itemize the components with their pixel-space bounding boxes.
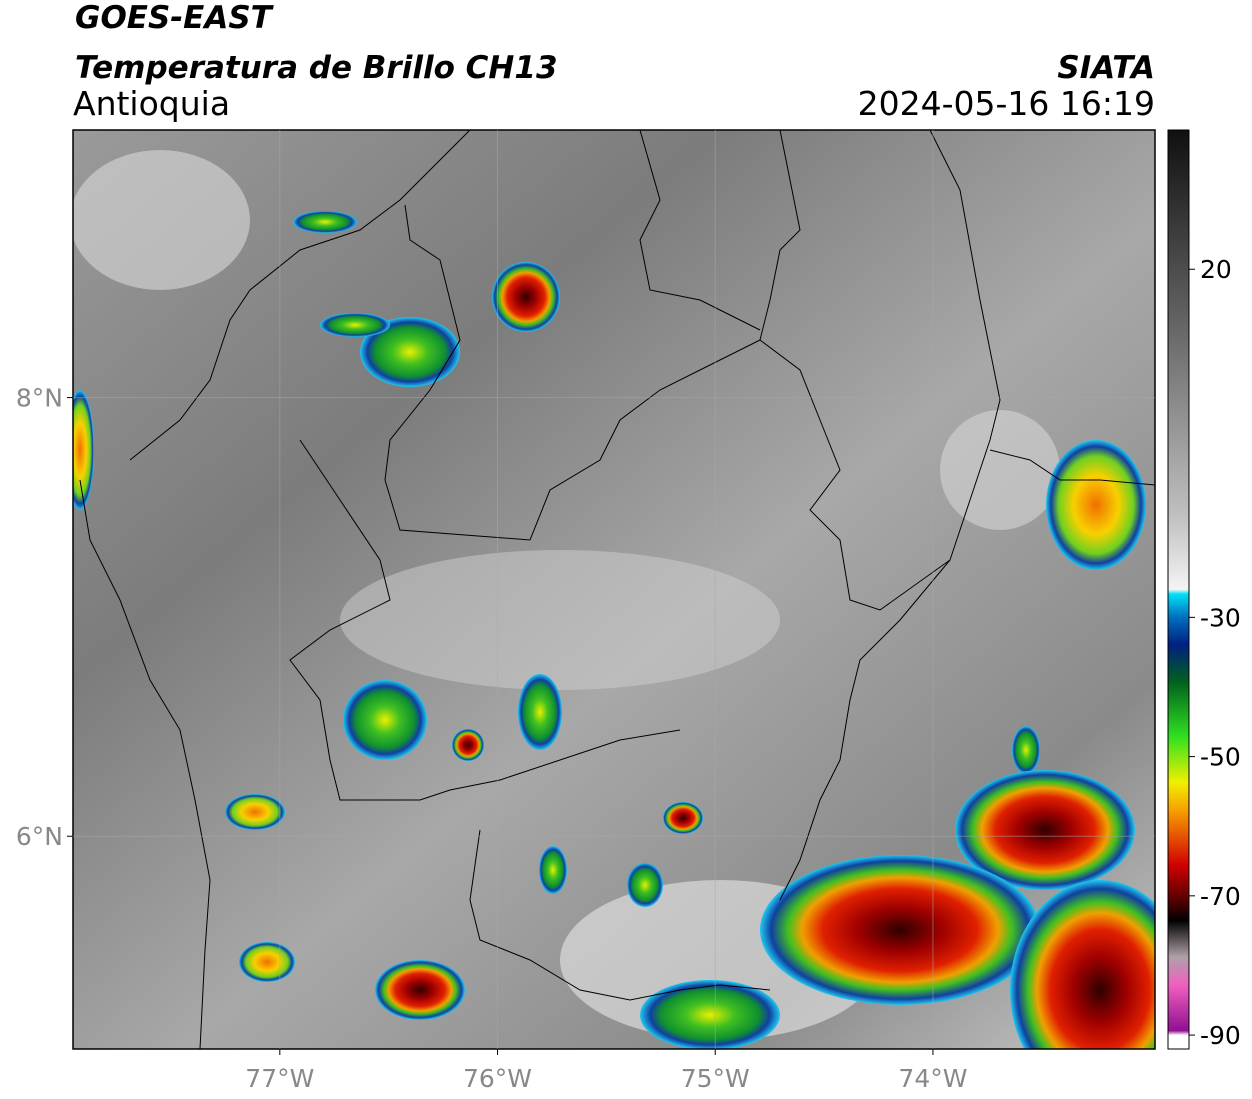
colorbar-label: -50 [1200, 743, 1241, 772]
lat-label: 8°N [16, 384, 63, 413]
map-frame [72, 129, 1156, 1050]
imagery [73, 130, 1155, 1049]
colorbar-label: -90 [1200, 1021, 1241, 1050]
region-name: Antioquia [73, 84, 230, 123]
colorbar-label: -30 [1200, 603, 1241, 632]
colorbar-label: -70 [1200, 882, 1241, 911]
organization: SIATA [1057, 50, 1155, 86]
satellite-name: GOES-EAST [75, 0, 275, 36]
colorbar [1167, 129, 1190, 1050]
lat-label: 6°N [16, 822, 63, 851]
lon-label: 74°W [898, 1064, 967, 1093]
lon-label: 77°W [245, 1064, 314, 1093]
lon-label: 76°W [463, 1064, 532, 1093]
lon-label: 75°W [681, 1064, 750, 1093]
product-title: Temperatura de Brillo CH13 [75, 50, 558, 86]
datetime: 2024-05-16 16:19 [858, 84, 1155, 123]
colorbar-label: 20 [1200, 255, 1232, 284]
